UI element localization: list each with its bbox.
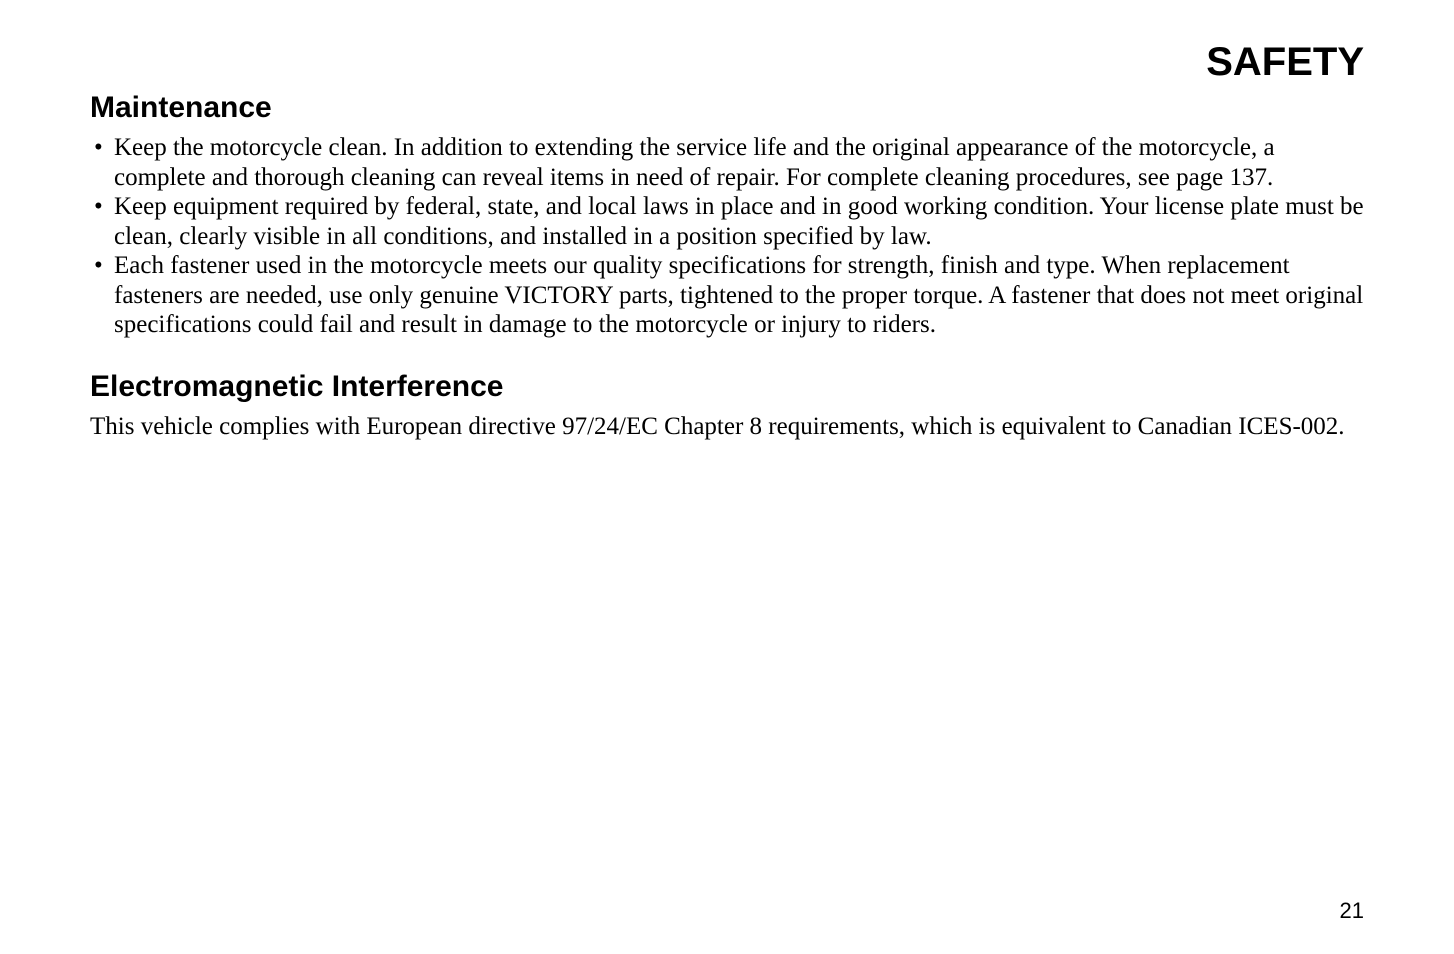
maintenance-bullet-list: Keep the motorcycle clean. In addition t…	[90, 133, 1364, 340]
list-item: Keep equipment required by federal, stat…	[90, 192, 1364, 251]
list-item: Each fastener used in the motorcycle mee…	[90, 251, 1364, 340]
emi-section: Electromagnetic Interference This vehicl…	[90, 370, 1364, 442]
page-number: 21	[1340, 898, 1364, 924]
emi-body-text: This vehicle complies with European dire…	[90, 412, 1364, 442]
maintenance-section: Maintenance Keep the motorcycle clean. I…	[90, 91, 1364, 340]
maintenance-heading: Maintenance	[90, 91, 1364, 125]
page-header-title: SAFETY	[90, 40, 1364, 85]
emi-heading: Electromagnetic Interference	[90, 370, 1364, 404]
list-item: Keep the motorcycle clean. In addition t…	[90, 133, 1364, 192]
